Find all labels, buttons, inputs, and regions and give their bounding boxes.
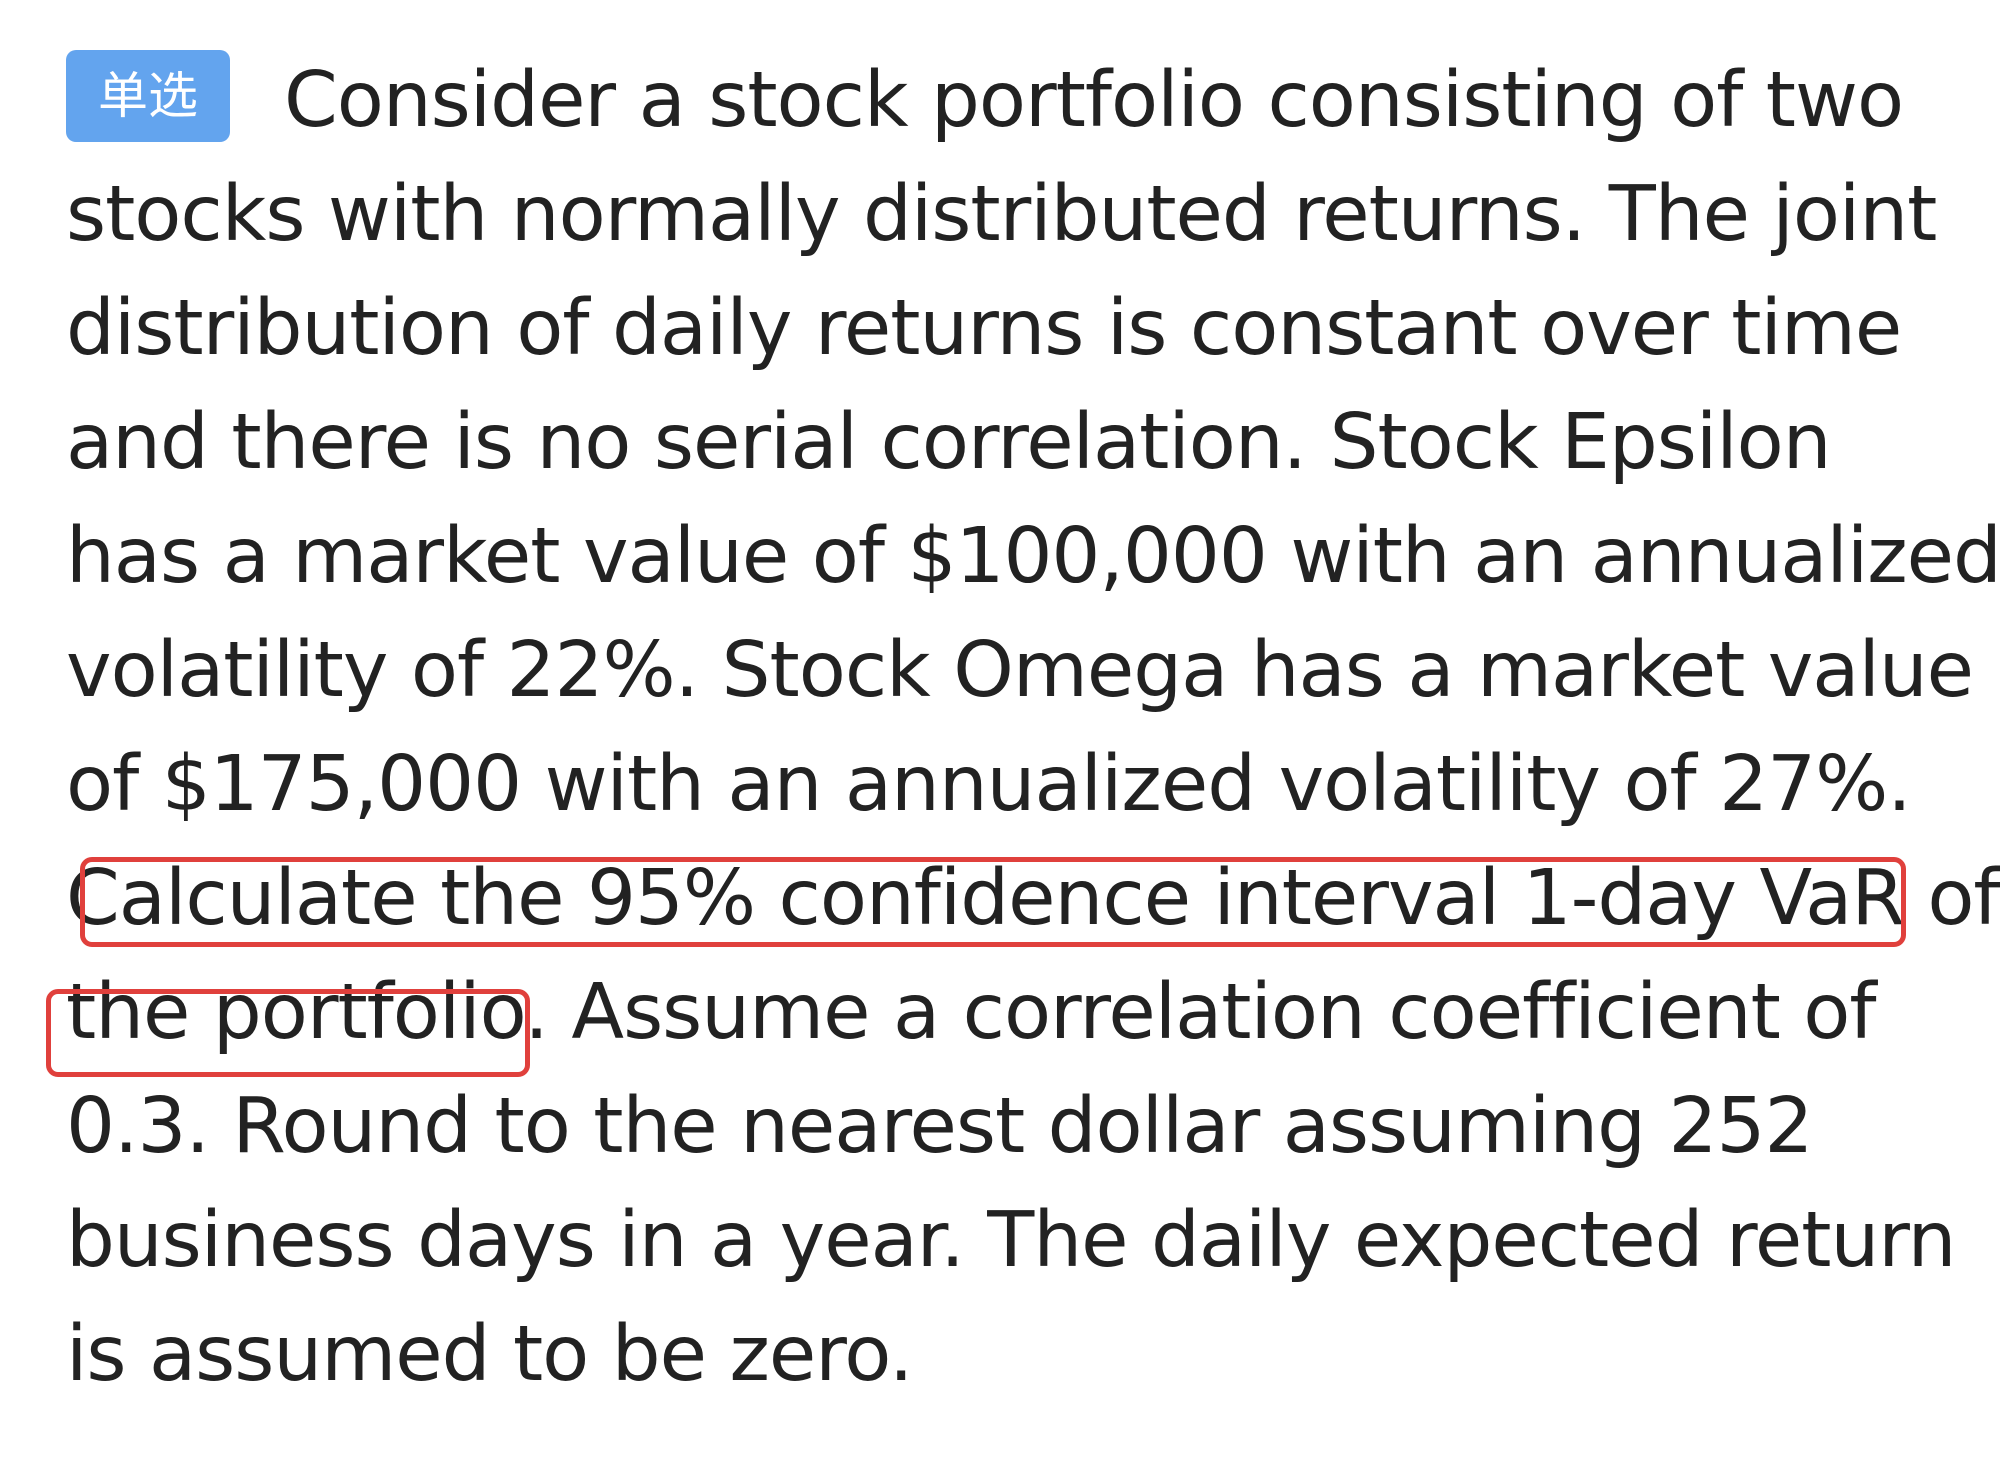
highlight-box-portfolio [46, 989, 530, 1077]
question-text-line: 0.3. Round to the nearest dollar assumin… [66, 1082, 1813, 1171]
question-text-line: stocks with normally distributed returns… [66, 170, 1937, 259]
question-card: 单选 Consider a stock portfolio consisting… [46, 50, 2000, 1450]
question-text-line: distribution of daily returns is constan… [66, 284, 1902, 373]
question-text-line: Calculate the 95% confidence interval 1-… [66, 854, 2000, 943]
question-text-line: of $175,000 with an annualized volatilit… [66, 740, 1912, 829]
question-text-line: the portfolio. Assume a correlation coef… [66, 968, 1876, 1057]
question-text-line: is assumed to be zero. [66, 1310, 913, 1399]
question-text-line: Consider a stock portfolio consisting of… [284, 56, 1904, 145]
question-text-line: and there is no serial correlation. Stoc… [66, 398, 1832, 487]
question-text-line: business days in a year. The daily expec… [66, 1196, 1956, 1285]
question-text-line: volatility of 22%. Stock Omega has a mar… [66, 626, 1974, 715]
question-text-line: has a market value of $100,000 with an a… [66, 512, 2000, 601]
question-type-badge: 单选 [66, 50, 230, 142]
highlight-box-task [80, 857, 1906, 947]
